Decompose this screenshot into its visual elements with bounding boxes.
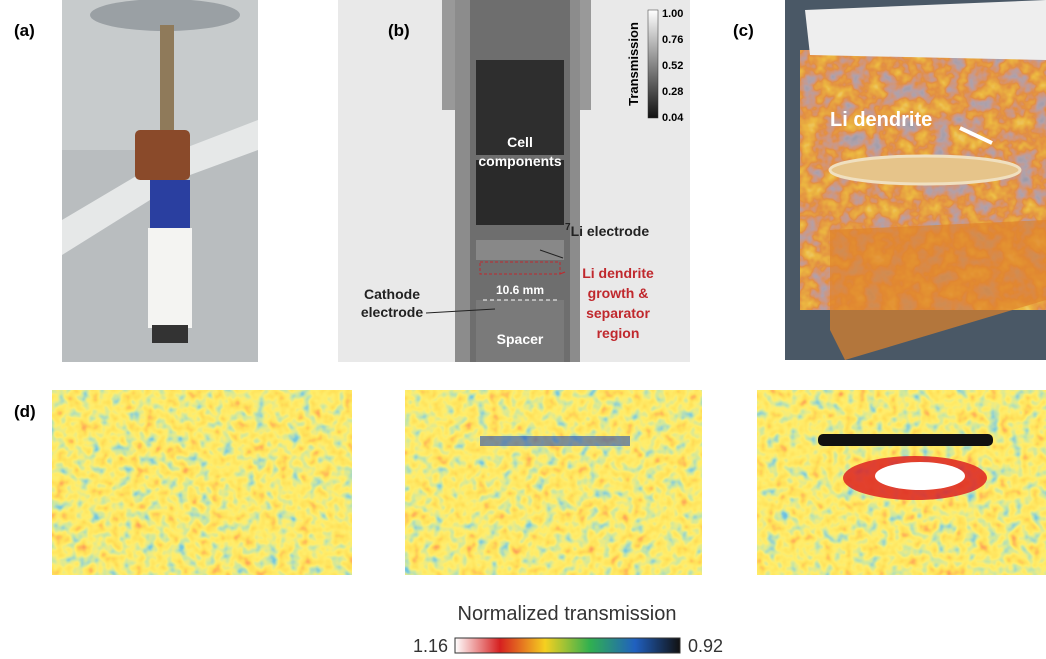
annotation: components	[478, 153, 561, 169]
annotation: growth &	[588, 285, 649, 301]
panel-label: (a)	[14, 21, 35, 40]
colorbar	[455, 638, 680, 653]
colorbar-max: 0.92	[688, 636, 723, 656]
maps-d	[52, 390, 1046, 575]
annotation: Spacer	[497, 331, 544, 347]
colorbar-min: 1.16	[413, 636, 448, 656]
colorbar-tick-label: 0.28	[662, 86, 683, 98]
annotation: region	[597, 325, 640, 341]
panel-label: (c)	[733, 21, 754, 40]
figure: (a) (b) Transmission 1.00 0.76 0.52 0.28 0.0…	[0, 0, 1046, 659]
annotation: electrode	[361, 304, 423, 320]
annotation: 10.6 mm	[496, 283, 544, 297]
colorbar-tick-label: 1.00	[662, 8, 683, 20]
annotation: Cathode	[364, 286, 420, 302]
panel-label: (b)	[388, 21, 410, 40]
annotation: Li dendrite	[830, 109, 932, 131]
colorbar-tick-label: 0.52	[662, 60, 683, 72]
panel-label: (d)	[14, 402, 36, 421]
colorbar-tick-label: 0.04	[662, 112, 684, 124]
annotation: separator	[586, 305, 650, 321]
annotation: Cell	[507, 134, 533, 150]
photo-a	[62, 0, 258, 362]
annotation: Li dendrite	[582, 265, 654, 281]
rendering-c	[785, 0, 1046, 360]
annotation: 7Li electrode	[565, 222, 649, 239]
colorbar-title: Normalized transmission	[458, 603, 677, 625]
annotation-text: Li electrode	[571, 223, 650, 239]
colorbar-tick-label: 0.76	[662, 34, 683, 46]
colorbar-title: Transmission	[626, 22, 641, 106]
